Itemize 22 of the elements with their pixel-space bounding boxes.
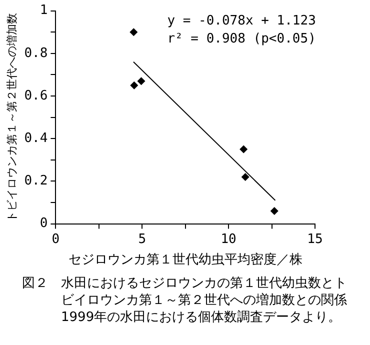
- point: [241, 172, 250, 181]
- caption: 図２ 水田におけるセジロウンカの第１世代幼虫数とトビイロウンカ第１～第２世代への増加数との関係: [22, 275, 348, 309]
- point: [130, 28, 138, 36]
- y-tick-label: 0.8: [24, 46, 48, 61]
- x-tick-label: 15: [307, 232, 323, 247]
- annotation: r² = 0.908 (p<0.05): [167, 32, 316, 47]
- x-tick-label: 10: [220, 232, 236, 247]
- y-tick-label: 0: [40, 216, 48, 232]
- point: [270, 207, 278, 216]
- y-tick-label: 0.6: [24, 88, 48, 104]
- point: [130, 81, 138, 90]
- x-tick-label: 0: [52, 232, 60, 247]
- y-tick-label: 0.2: [24, 174, 48, 189]
- annotation: y = -0.078x + 1.123: [167, 14, 316, 29]
- x-tick-label: 5: [138, 232, 146, 247]
- y-tick-label: 0.4: [24, 130, 48, 146]
- point: [137, 77, 146, 86]
- x-axis-title: セジロウンカ第１世代幼虫平均密度／株: [68, 252, 302, 268]
- y-axis-title: トビイロウンカ第１～第２世代への増加数: [5, 12, 18, 222]
- text: 1999年の水田における個体数調査データより。: [60, 309, 342, 326]
- y-tick-label: 1: [40, 3, 48, 18]
- point: [240, 145, 248, 154]
